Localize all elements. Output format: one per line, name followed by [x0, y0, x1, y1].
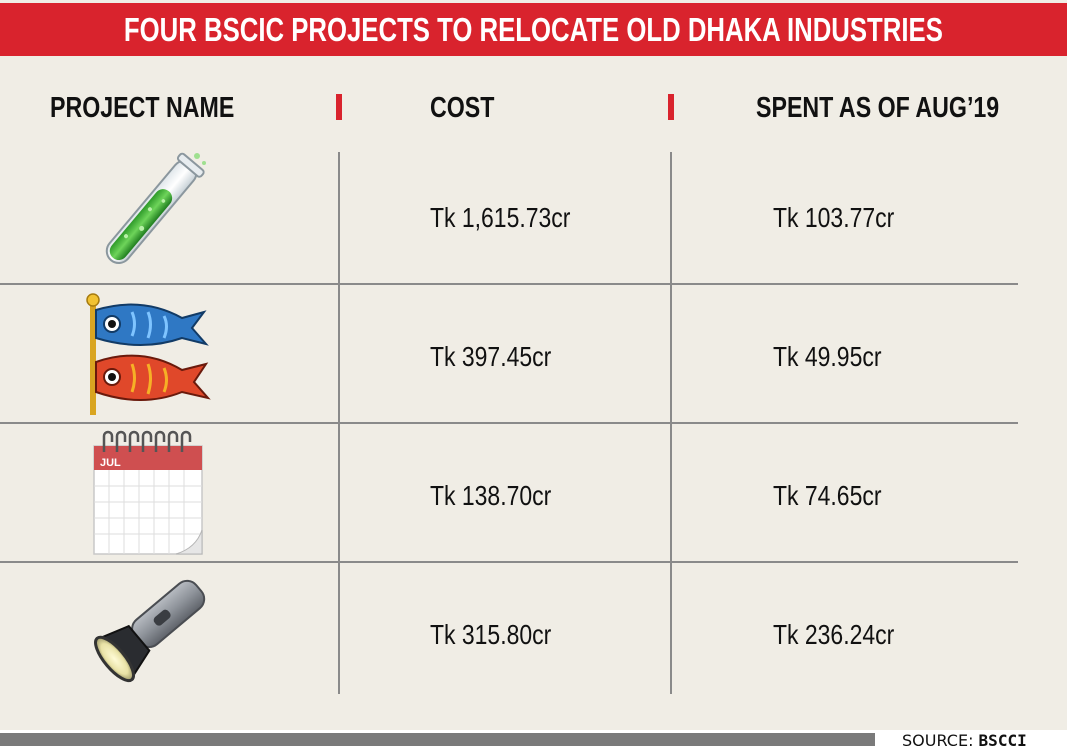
row-rule: [0, 422, 1018, 424]
spent-cell: Tk 103.77cr: [773, 202, 895, 233]
source-credit: SOURCE: BSCCI: [902, 728, 1027, 754]
spent-cell: Tk 236.24cr: [773, 619, 895, 650]
row-rule: [0, 283, 1018, 285]
header-separator: [336, 94, 342, 120]
cost-cell: Tk 138.70cr: [430, 480, 552, 511]
cost-cell: Tk 315.80cr: [430, 619, 552, 650]
header-project-name: PROJECT NAME: [50, 92, 235, 124]
header-separator: [668, 94, 674, 120]
footer-bar: [0, 733, 875, 746]
header-spent: SPENT AS OF AUG’19: [756, 92, 1000, 124]
row-rule: [0, 561, 1018, 563]
flashlight-icon: [84, 570, 214, 690]
title-bar: [0, 3, 1067, 56]
calendar-icon: JUL: [92, 430, 210, 558]
carp-streamer-icon: [82, 292, 212, 417]
spent-cell: Tk 74.65cr: [773, 480, 882, 511]
cost-cell: Tk 1,615.73cr: [430, 202, 571, 233]
test-tube-icon: [84, 150, 214, 280]
spent-cell: Tk 49.95cr: [773, 341, 882, 372]
source-value: BSCCI: [978, 731, 1027, 750]
header-cost: COST: [430, 92, 495, 124]
chart-title: FOUR BSCIC PROJECTS TO RELOCATE OLD DHAK…: [123, 11, 943, 48]
calendar-month-label: JUL: [100, 457, 121, 469]
source-label: SOURCE:: [902, 731, 974, 750]
cost-cell: Tk 397.45cr: [430, 341, 552, 372]
